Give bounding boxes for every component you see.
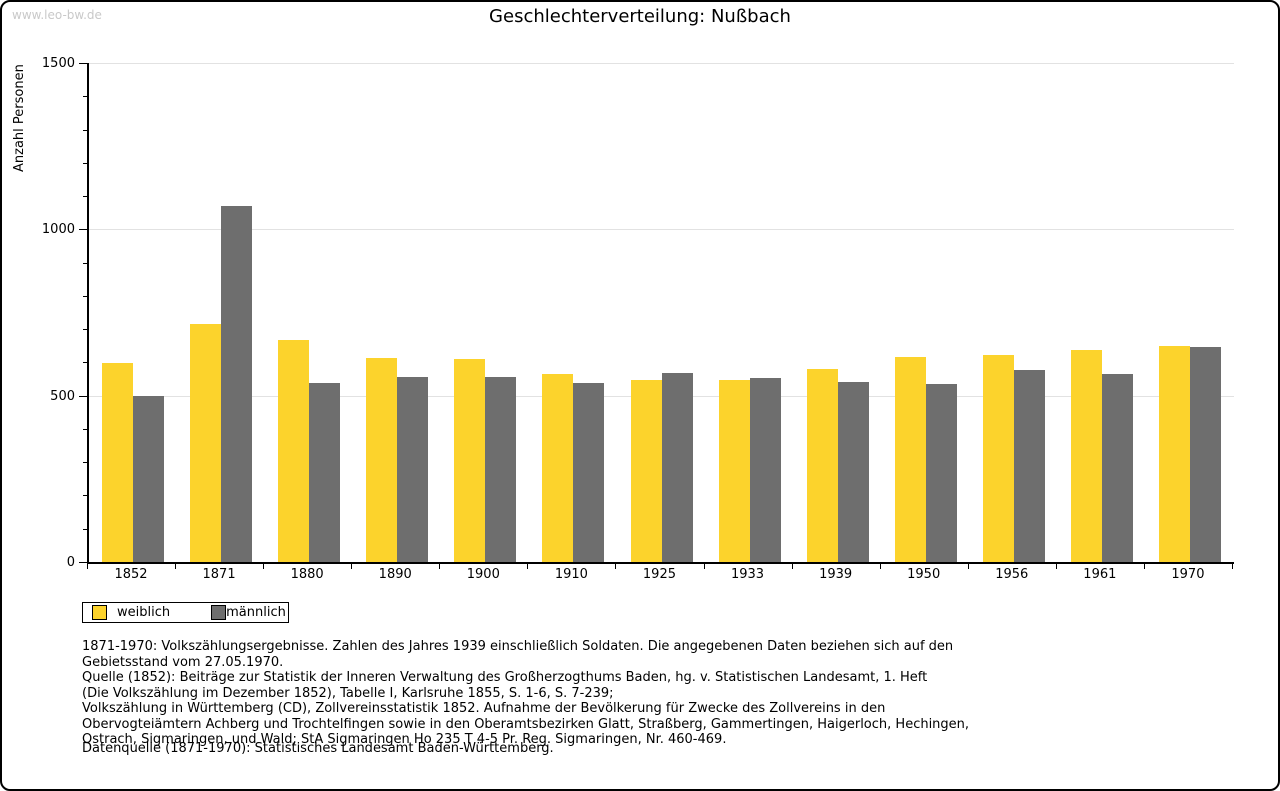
bar-1890-männlich	[397, 377, 429, 562]
y-tick-label-0: 0	[66, 555, 75, 570]
x-tick-label-1910: 1910	[554, 567, 588, 582]
x-tick-6	[615, 563, 617, 569]
x-tick-label-1890: 1890	[378, 567, 412, 582]
bar-1956-weiblich	[982, 354, 1014, 562]
bar-1900-weiblich	[454, 359, 486, 562]
footnote-line-2: Gebietsstand vom 27.05.1970.	[82, 654, 284, 670]
y-tick-label-1500: 1500	[41, 56, 75, 71]
x-tick-2	[263, 563, 265, 569]
bar-1950-weiblich	[894, 356, 926, 562]
x-tick-5	[527, 563, 529, 569]
gridline-1000	[89, 229, 1234, 231]
x-tick-9	[879, 563, 881, 569]
y-minor-tick-1100	[83, 196, 87, 198]
bar-1880-weiblich	[278, 339, 310, 562]
bar-1852-weiblich	[102, 363, 134, 562]
bar-1939-weiblich	[806, 369, 838, 562]
y-minor-tick-600	[83, 362, 87, 364]
y-minor-tick-200	[83, 495, 87, 497]
x-tick-1	[175, 563, 177, 569]
x-tick-11	[1055, 563, 1057, 569]
datasource-line: Datenquelle (1871-1970): Statistisches L…	[82, 741, 554, 756]
x-tick-4	[439, 563, 441, 569]
x-tick-7	[703, 563, 705, 569]
bar-1871-weiblich	[190, 323, 222, 562]
chart-title: Geschlechterverteilung: Nußbach	[489, 6, 791, 27]
x-tick-13	[1232, 563, 1233, 569]
footnote-line-6: Obervogteiämtern Achberg und Trochtelfin…	[82, 716, 970, 732]
bar-1910-männlich	[573, 383, 605, 562]
x-tick-8	[791, 563, 793, 569]
x-tick-label-1871: 1871	[202, 567, 236, 582]
x-tick-label-1970: 1970	[1171, 567, 1205, 582]
bar-1970-männlich	[1189, 347, 1221, 562]
footnote-line-7: Ostrach, Sigmaringen, und Wald; StA Sigm…	[82, 732, 727, 747]
bar-1910-weiblich	[542, 373, 574, 562]
gridline-1500	[89, 63, 1234, 64]
y-major-tick-500	[79, 395, 87, 397]
x-tick-3	[351, 563, 353, 569]
footnote-line-4: (Die Volkszählung im Dezember 1852), Tab…	[82, 685, 614, 701]
footnote-line-3: Quelle (1852): Beiträge zur Statistik de…	[82, 670, 928, 685]
x-tick-label-1880: 1880	[290, 567, 324, 582]
y-minor-tick-1200	[83, 162, 87, 164]
y-major-tick-1000	[79, 229, 87, 231]
x-tick-label-1950: 1950	[907, 567, 941, 582]
bar-1970-weiblich	[1158, 345, 1190, 562]
bar-1925-männlich	[661, 372, 693, 562]
bar-1852-männlich	[133, 395, 165, 562]
x-tick-label-1956: 1956	[995, 567, 1029, 582]
y-minor-tick-1300	[83, 129, 87, 131]
x-tick-label-1852: 1852	[114, 567, 148, 582]
bar-1871-männlich	[221, 205, 253, 562]
y-minor-tick-300	[83, 462, 87, 464]
bar-1961-männlich	[1101, 374, 1133, 562]
legend: weiblich männlich	[82, 602, 289, 623]
x-tick-12	[1143, 563, 1145, 569]
y-minor-tick-800	[83, 295, 87, 297]
legend-label-weiblich: weiblich	[117, 605, 171, 620]
y-major-tick-1500	[79, 63, 87, 64]
bar-1890-weiblich	[366, 358, 398, 562]
bar-1925-weiblich	[630, 379, 662, 562]
y-minor-tick-700	[83, 329, 87, 331]
x-tick-label-1939: 1939	[819, 567, 853, 582]
bar-1956-männlich	[1013, 369, 1045, 562]
bar-1933-weiblich	[718, 380, 750, 562]
y-major-tick-0	[79, 562, 87, 563]
x-tick-label-1900: 1900	[466, 567, 500, 582]
x-tick-0	[87, 563, 88, 569]
x-tick-label-1925: 1925	[642, 567, 676, 582]
footnote-line-5: Volkszählung in Württemberg (CD), Zollve…	[82, 701, 886, 716]
plot-area	[87, 63, 1234, 564]
bar-1900-männlich	[485, 376, 517, 562]
legend-swatch-weiblich	[92, 605, 107, 620]
legend-label-maennlich: männlich	[226, 605, 286, 620]
y-tick-label-500: 500	[50, 388, 75, 404]
y-minor-tick-900	[83, 262, 87, 264]
x-tick-10	[967, 563, 969, 569]
y-axis-label: Anzahl Personen	[12, 64, 27, 172]
watermark: www.leo-bw.de	[12, 8, 102, 22]
y-minor-tick-400	[83, 428, 87, 430]
y-minor-tick-1400	[83, 96, 87, 98]
y-minor-tick-100	[83, 528, 87, 530]
bar-1933-männlich	[749, 377, 781, 562]
bar-1939-männlich	[837, 382, 869, 562]
x-tick-label-1933: 1933	[730, 567, 765, 582]
bar-1880-männlich	[309, 383, 341, 562]
x-tick-label-1961: 1961	[1083, 567, 1117, 582]
footnote-line-1: 1871-1970: Volkszählungsergebnisse. Zahl…	[82, 639, 954, 654]
bar-1950-männlich	[925, 384, 957, 562]
legend-swatch-maennlich	[211, 605, 227, 620]
footnotes: 1871-1970: Volkszählungsergebnisse. Zahl…	[82, 639, 1222, 748]
y-tick-label-1000: 1000	[41, 222, 75, 238]
bar-1961-weiblich	[1070, 350, 1102, 562]
